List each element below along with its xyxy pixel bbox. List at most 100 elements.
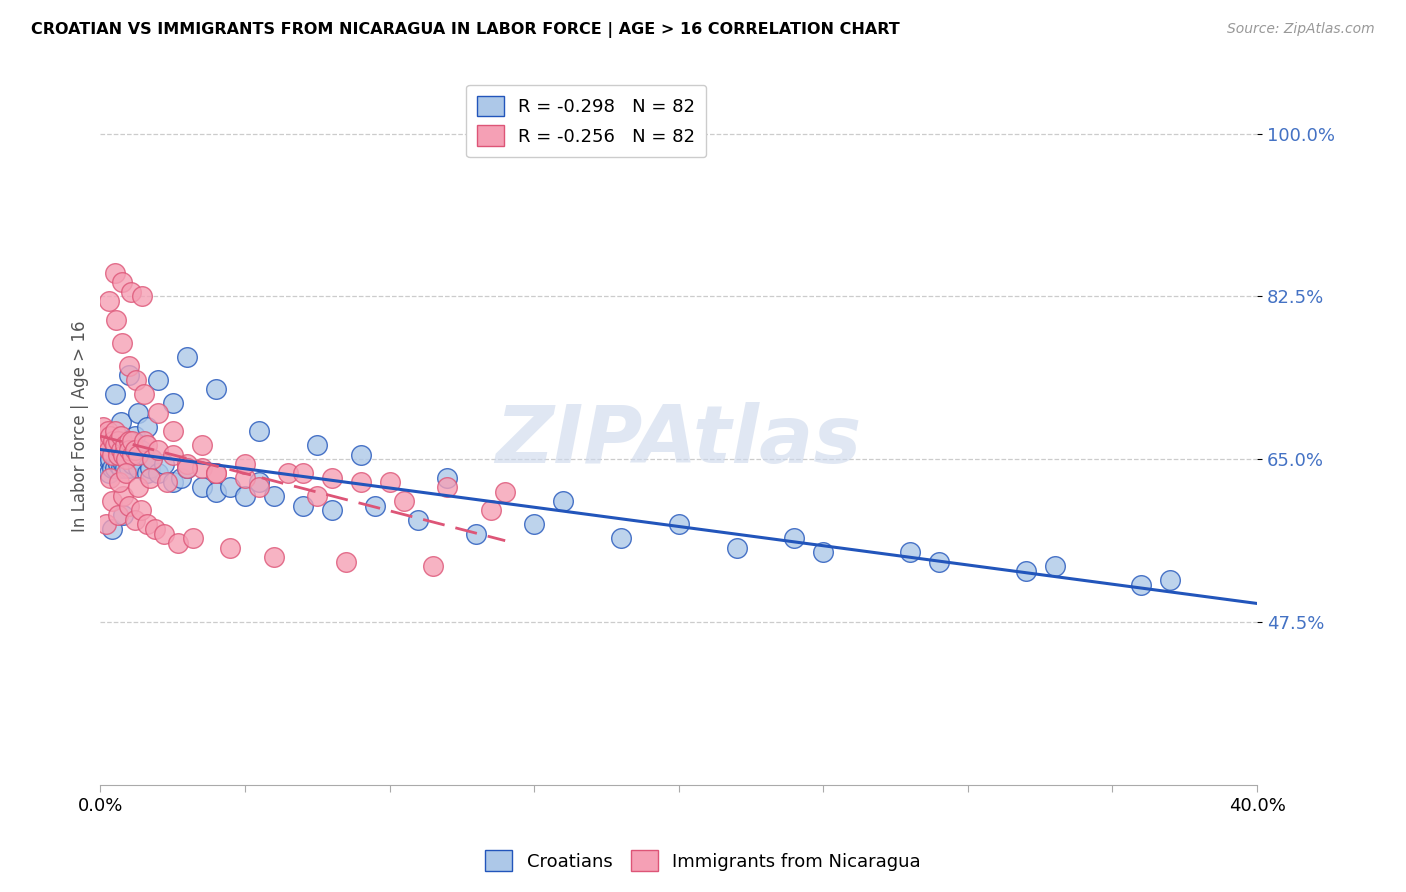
Point [1130, 578, 1153, 592]
Point [124, 513, 146, 527]
Point [107, 434, 129, 448]
Point [124, 452, 146, 467]
Point [101, 494, 124, 508]
Point [107, 508, 129, 522]
Point [135, 419, 157, 434]
Point [107, 457, 129, 471]
Point [135, 438, 157, 452]
Point [176, 461, 198, 475]
Point [277, 466, 299, 480]
Point [465, 526, 488, 541]
Text: Source: ZipAtlas.com: Source: ZipAtlas.com [1227, 22, 1375, 37]
Point [107, 442, 129, 457]
Point [148, 406, 170, 420]
Point [176, 457, 198, 471]
Point [94, 434, 117, 448]
Point [124, 429, 146, 443]
Point [205, 466, 228, 480]
Point [104, 266, 127, 280]
Point [307, 438, 329, 452]
Point [335, 554, 357, 568]
Point [523, 517, 546, 532]
Point [928, 554, 950, 568]
Point [247, 480, 270, 494]
Point [121, 434, 143, 448]
Point [118, 368, 141, 383]
Point [148, 466, 170, 480]
Point [190, 480, 212, 494]
Point [114, 461, 136, 475]
Point [813, 545, 835, 559]
Point [94, 457, 117, 471]
Point [100, 471, 122, 485]
Point [90, 429, 112, 443]
Point [118, 461, 141, 475]
Point [114, 438, 136, 452]
Point [94, 434, 117, 448]
Point [408, 513, 430, 527]
Point [141, 452, 163, 467]
Point [111, 276, 134, 290]
Point [176, 350, 198, 364]
Point [110, 415, 132, 429]
Point [219, 541, 242, 555]
Point [93, 438, 115, 452]
Point [127, 406, 149, 420]
Point [110, 429, 132, 443]
Point [551, 494, 574, 508]
Point [127, 461, 149, 475]
Point [479, 503, 502, 517]
Point [91, 442, 114, 457]
Point [132, 387, 155, 401]
Point [219, 480, 242, 494]
Point [436, 480, 458, 494]
Point [104, 438, 127, 452]
Point [98, 294, 121, 309]
Point [725, 541, 748, 555]
Point [104, 438, 127, 452]
Point [233, 490, 256, 504]
Point [247, 475, 270, 490]
Point [100, 429, 122, 443]
Point [103, 434, 125, 448]
Point [263, 549, 285, 564]
Point [124, 442, 146, 457]
Point [1015, 564, 1038, 578]
Point [104, 461, 127, 475]
Point [143, 522, 166, 536]
Point [112, 448, 135, 462]
Point [110, 442, 132, 457]
Point [247, 425, 270, 439]
Point [112, 508, 135, 522]
Point [94, 517, 117, 532]
Point [110, 461, 132, 475]
Point [364, 499, 387, 513]
Point [127, 448, 149, 462]
Point [162, 448, 184, 462]
Point [162, 475, 184, 490]
Point [162, 425, 184, 439]
Point [233, 471, 256, 485]
Point [148, 373, 170, 387]
Point [111, 335, 134, 350]
Point [205, 383, 228, 397]
Point [132, 434, 155, 448]
Point [668, 517, 690, 532]
Point [1043, 559, 1066, 574]
Point [190, 461, 212, 475]
Point [783, 531, 806, 545]
Point [162, 396, 184, 410]
Point [378, 475, 401, 490]
Point [422, 559, 444, 574]
Point [205, 484, 228, 499]
Point [131, 289, 153, 303]
Point [105, 452, 128, 467]
Point [120, 285, 142, 299]
Y-axis label: In Labor Force | Age > 16: In Labor Force | Age > 16 [72, 321, 89, 533]
Point [129, 503, 152, 517]
Text: CROATIAN VS IMMIGRANTS FROM NICARAGUA IN LABOR FORCE | AGE > 16 CORRELATION CHAR: CROATIAN VS IMMIGRANTS FROM NICARAGUA IN… [31, 22, 900, 38]
Point [135, 517, 157, 532]
Point [118, 448, 141, 462]
Point [153, 457, 176, 471]
Point [101, 522, 124, 536]
